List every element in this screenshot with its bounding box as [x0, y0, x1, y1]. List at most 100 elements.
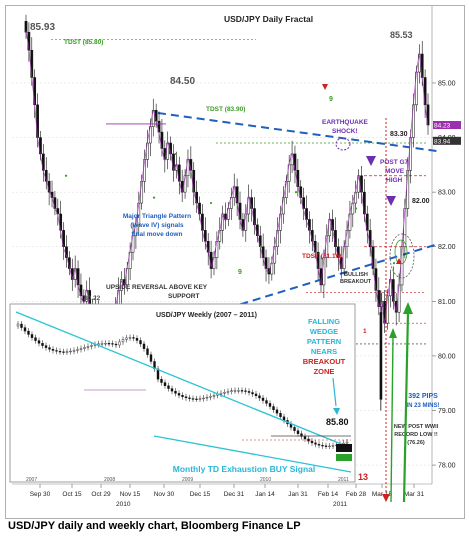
weekly-candle-body — [156, 368, 160, 380]
x-tick-label: Oct 29 — [91, 491, 111, 498]
event-arrow — [366, 156, 376, 166]
weekly-candle-body — [135, 338, 139, 341]
price-tag: 84.23 — [434, 122, 451, 129]
fractal-dot — [259, 245, 263, 248]
weekly-candle-body — [132, 337, 135, 339]
weekly-candle-body — [328, 445, 331, 447]
weekly-candle-body — [79, 348, 83, 350]
chart-frame: 85.0084.0083.0082.0081.0080.0079.0078.00… — [5, 5, 465, 519]
x-tick-label: Oct 15 — [62, 491, 82, 498]
x-tick-label: Jan 31 — [288, 491, 308, 498]
weekly-candle-body — [174, 390, 177, 394]
weekly-candle-body — [58, 351, 62, 353]
weekly-candle-body — [212, 395, 216, 397]
x-tick-label: Nov 15 — [120, 491, 141, 498]
weekly-candle-body — [72, 350, 76, 352]
count-9: 9 — [238, 269, 242, 276]
y-tick-label: 85.00 — [438, 80, 456, 87]
weekly-candle-body — [195, 398, 198, 400]
weekly-candle-body — [184, 396, 188, 399]
weekly-candle-body — [118, 341, 121, 346]
fractal-dot — [354, 207, 358, 210]
tdst-label: TDST (81.16) — [302, 253, 341, 260]
post-g7-note: HIGH — [386, 177, 403, 184]
bullish-note: BULLISH — [344, 272, 368, 278]
weekly-candle-body — [23, 327, 27, 332]
weekly-candle-body — [296, 430, 300, 434]
reversal-note: UPSIDE REVERSAL ABOVE KEY — [106, 284, 208, 291]
fractal-dot — [152, 196, 156, 199]
weekly-candle-body — [139, 340, 142, 345]
weekly-candle-body — [317, 444, 321, 446]
up-arrow-line — [390, 335, 394, 503]
weekly-year: 2011 — [338, 477, 349, 483]
weekly-candle-body — [163, 382, 167, 386]
price-tag-bg — [433, 120, 461, 129]
label-low: 80.22 — [84, 295, 101, 302]
y-tick-label: 83.00 — [438, 190, 456, 197]
figure-caption: USD/JPY daily and weekly chart, Bloomber… — [8, 520, 301, 532]
weekly-year: 2010 — [260, 477, 271, 483]
fractal-dot — [392, 262, 396, 265]
y-tick-label: 80.00 — [438, 353, 456, 360]
weekly-candle-body — [198, 398, 202, 400]
reversal-note: SUPPORT — [168, 293, 199, 300]
label-high: 85.93 — [30, 22, 55, 33]
triangle-note: final move down — [132, 231, 183, 238]
weekly-candle-body — [233, 390, 237, 392]
post-g7-note: POST G7 — [380, 159, 409, 166]
count-1: 1 — [363, 328, 367, 335]
candle-body — [305, 208, 308, 220]
breakout-note: ZONE — [314, 367, 335, 376]
weekly-candle-body — [16, 323, 20, 327]
x-tick-label: Jan 14 — [255, 491, 275, 498]
x-tick-label: Nov 30 — [154, 491, 175, 498]
weekly-candle-body — [268, 403, 272, 407]
up-arrow-head — [403, 302, 413, 314]
weekly-candle-body — [41, 343, 44, 346]
candle-body — [264, 257, 268, 269]
wedge-note: PATTERN — [307, 337, 341, 346]
weekly-candle-body — [205, 397, 209, 399]
y-tick-label: 81.00 — [438, 299, 456, 306]
weekly-candle-body — [107, 343, 111, 345]
wedge-note: NEARS — [311, 347, 337, 356]
weekly-candle-body — [86, 346, 90, 348]
weekly-candle-body — [104, 343, 107, 345]
chart-title: USD/JPY Daily Fractal — [224, 14, 313, 24]
weekly-year: 2008 — [104, 477, 115, 483]
weekly-price-tag — [336, 454, 352, 461]
weekly-candle-body — [324, 445, 328, 447]
x-year-label: 2011 — [333, 501, 347, 508]
weekly-candle-body — [37, 340, 41, 344]
weekly-candle-body — [128, 337, 132, 339]
weekly-candle-body — [261, 397, 265, 401]
weekly-candle-body — [167, 385, 170, 389]
down-arrow-head — [382, 494, 390, 502]
weekly-candle-body — [100, 343, 104, 345]
label-8330: 83.30 — [390, 131, 408, 138]
weekly-candle-body — [83, 347, 86, 349]
weekly-candle-body — [51, 349, 55, 351]
weekly-level-label: 85.80 — [326, 417, 349, 427]
y-tick-label: 82.00 — [438, 244, 456, 251]
weekly-candle-body — [321, 445, 324, 447]
weekly-candle-body — [258, 395, 261, 399]
event-arrow — [386, 196, 396, 206]
weekly-candle-body — [125, 337, 128, 340]
label-8200: 82.00 — [412, 198, 430, 205]
wedge-note: FALLING — [308, 317, 340, 326]
weekly-candle-body — [181, 395, 184, 397]
weekly-candle-body — [121, 339, 125, 343]
weekly-candle-body — [55, 350, 58, 352]
usdjpy-chart: 85.0084.0083.0082.0081.0080.0079.0078.00… — [6, 6, 464, 518]
wedge-lower-line — [153, 435, 352, 473]
label-recent-high: 85.53 — [390, 30, 413, 40]
earthquake-note: EARTHQUAKE — [322, 119, 369, 126]
weekly-candle-body — [111, 343, 114, 345]
weekly-candle-body — [272, 406, 275, 411]
pips-note: 392 PIPS — [408, 393, 438, 400]
weekly-candle-body — [34, 337, 37, 341]
weekly-candle-body — [310, 440, 314, 444]
crash-candle-body — [379, 312, 383, 400]
